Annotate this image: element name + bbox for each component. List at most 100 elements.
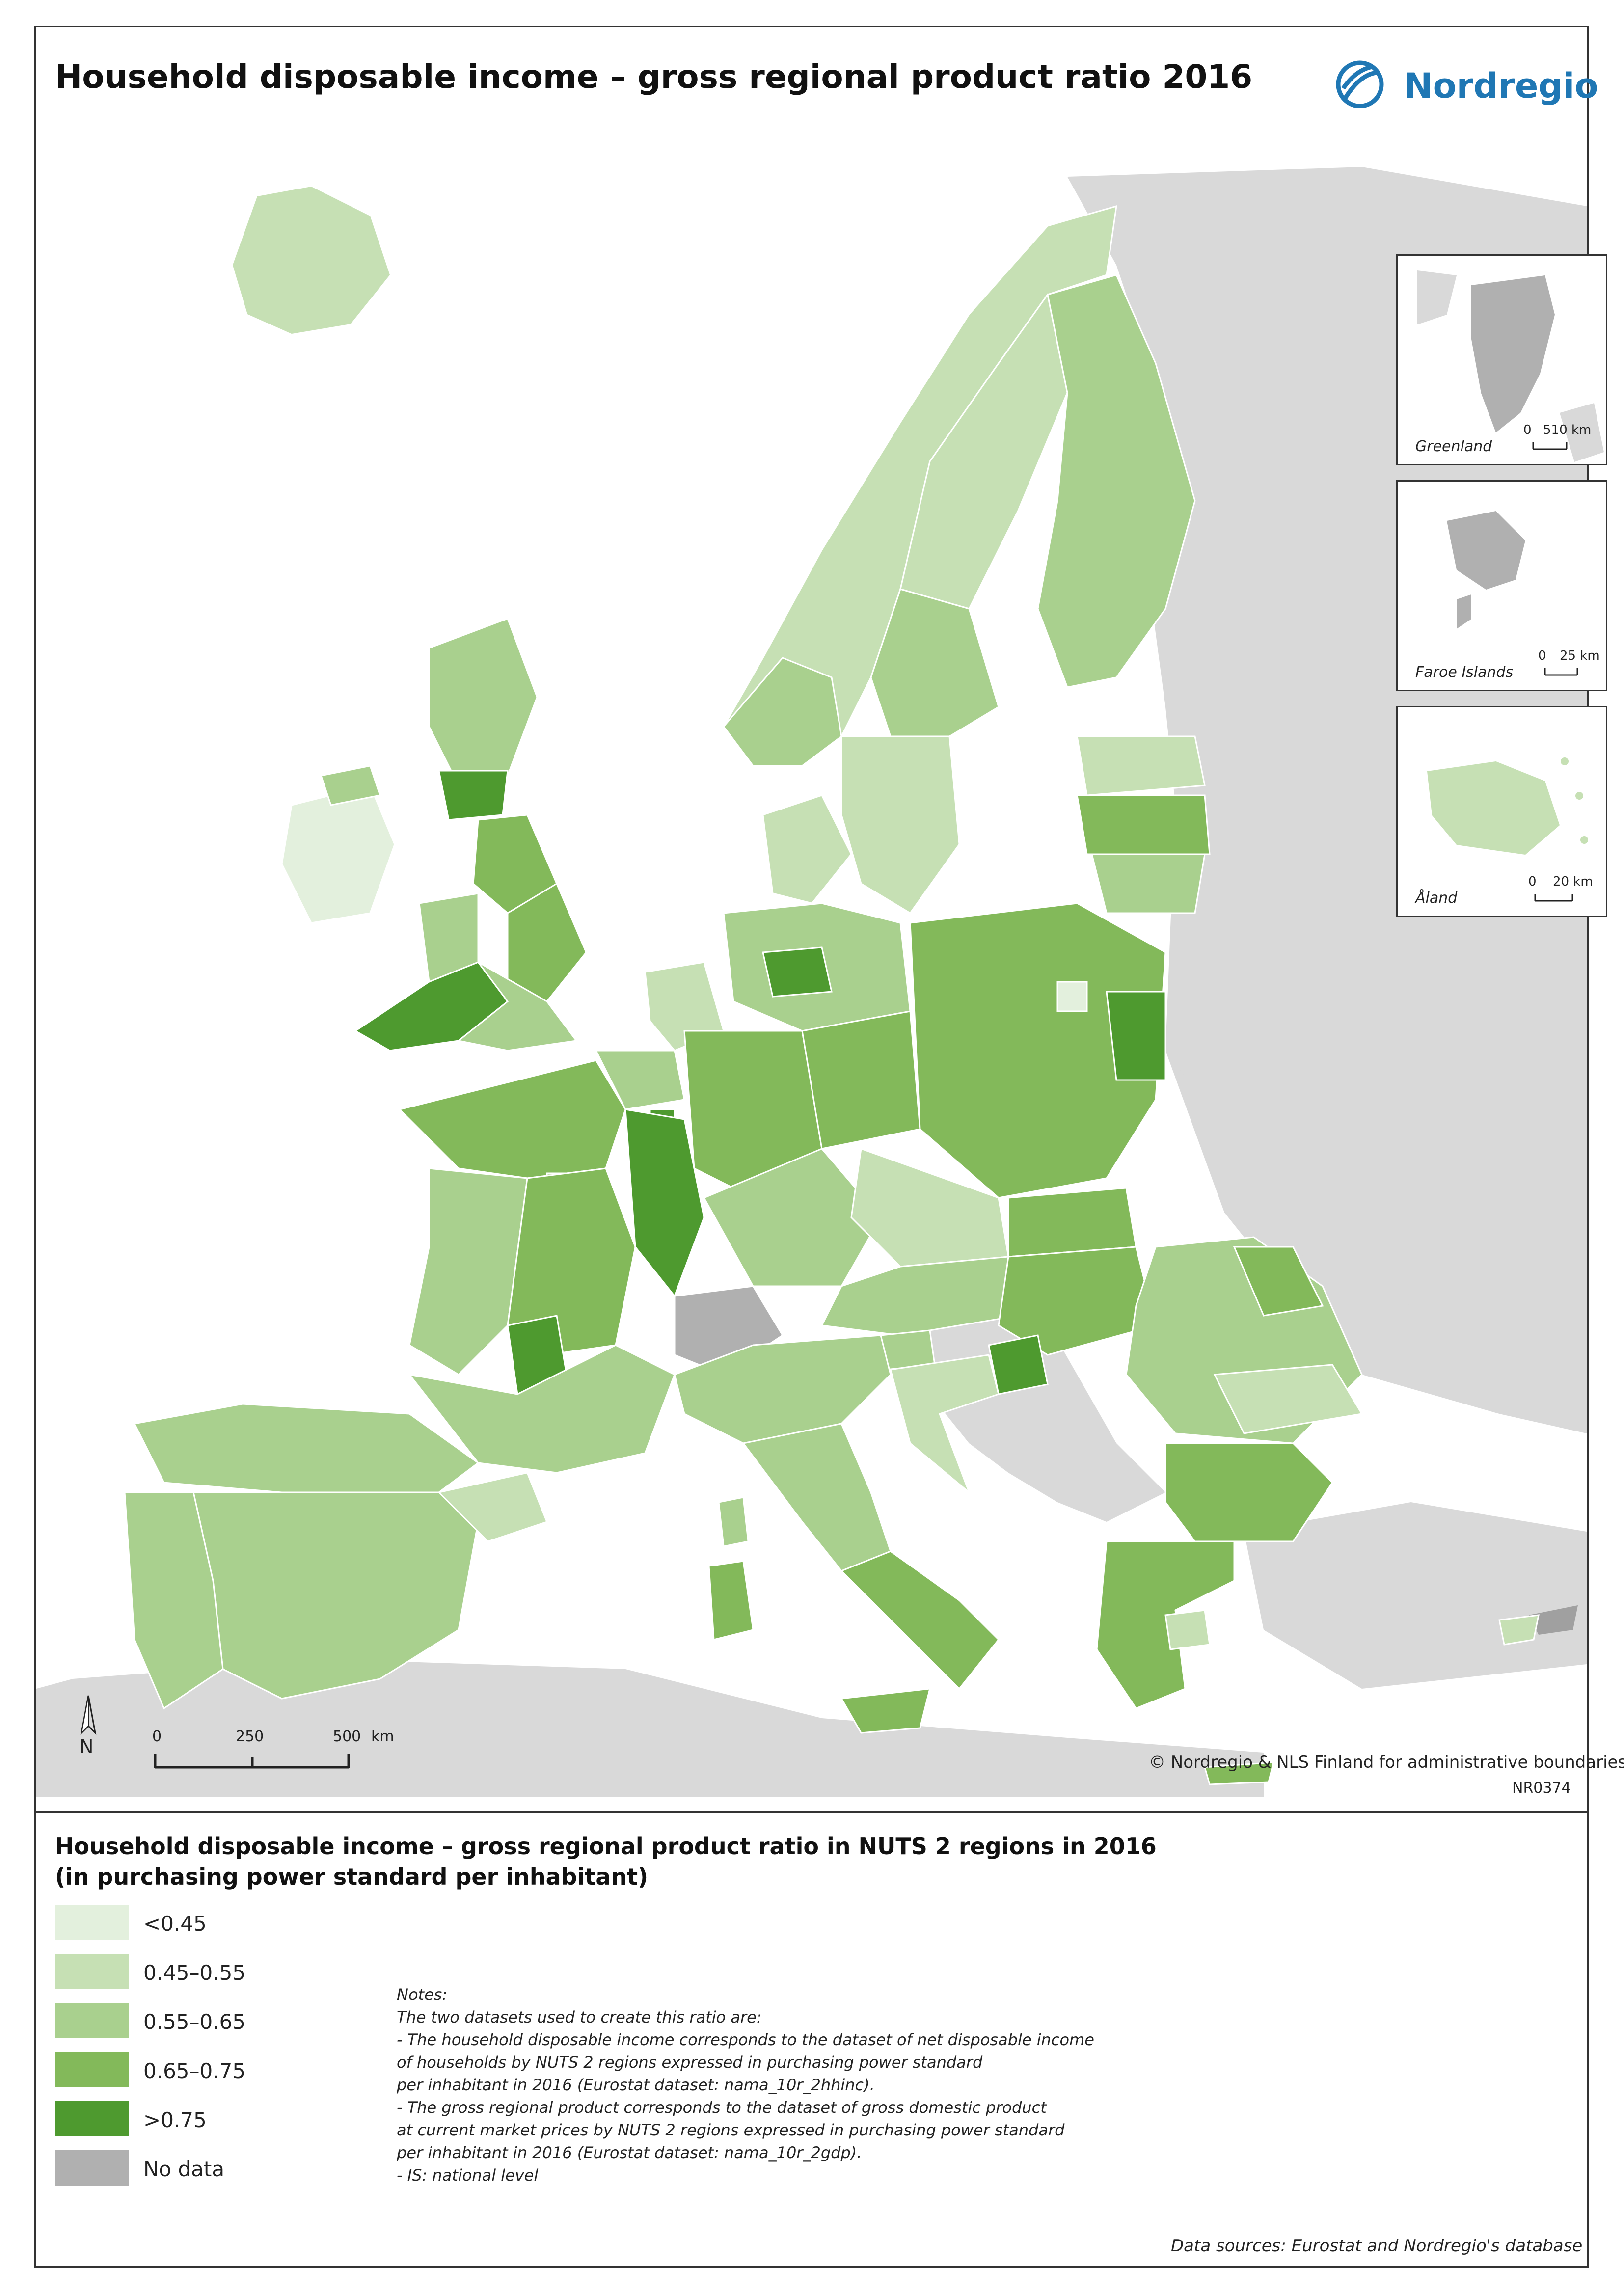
italy-south-region [840, 1550, 1000, 1690]
map-title: Household disposable income – gross regi… [55, 58, 1253, 96]
latvia-region [1076, 794, 1211, 855]
ireland-region [281, 784, 396, 924]
england-east-region [507, 882, 587, 1002]
poland-east-region [1106, 991, 1166, 1081]
legend-item: >0.75 [55, 2101, 300, 2136]
poland-region [909, 902, 1166, 1199]
cyprus-region [1498, 1614, 1540, 1646]
scale-tick-500: 500 [333, 1728, 361, 1745]
main-map: Greenland 0 510 km Faroe Islands 0 25 km… [36, 118, 1607, 1797]
greenland-scale-zero: 0 [1523, 423, 1532, 437]
scale-bar: 0 250 500 km [147, 1728, 394, 1782]
sardinia-region [708, 1560, 754, 1641]
scale-unit: km [371, 1728, 394, 1745]
north-arrow: N [74, 1694, 103, 1762]
aland-scale-value: 20 km [1553, 874, 1593, 889]
legend-swatch [55, 1954, 129, 1989]
poland-warsaw-region [1056, 981, 1088, 1012]
faroe-scale-zero: 0 [1538, 648, 1546, 663]
legend-swatch [55, 1905, 129, 1940]
france-south-region [407, 1344, 676, 1474]
scale-tick-0: 0 [152, 1728, 162, 1745]
notes: Notes: The two datasets used to create t… [397, 1983, 1231, 2187]
spain-north-region [133, 1403, 480, 1493]
notes-line: at current market prices by NUTS 2 regio… [397, 2121, 1065, 2139]
north-arrow-icon [80, 1695, 97, 1735]
notes-line: - The household disposable income corres… [397, 2030, 1094, 2049]
legend-title: Household disposable income – gross regi… [55, 1831, 1157, 1892]
legend-title-line2: (in purchasing power standard per inhabi… [55, 1863, 649, 1890]
notes-line: per inhabitant in 2016 (Eurostat dataset… [397, 2143, 862, 2162]
france-east-region [624, 1108, 705, 1297]
lithuania-region [1091, 853, 1206, 914]
romania-south-region [1213, 1364, 1363, 1434]
hungary-south-region [988, 1334, 1049, 1395]
estonia-region [1076, 735, 1206, 796]
sweden-south-region [840, 735, 960, 914]
cyprus-shape [1529, 1605, 1578, 1635]
greece-region [1096, 1540, 1235, 1709]
scale-tick-250: 250 [236, 1728, 264, 1745]
copyright-text: © Nordregio & NLS Finland for administra… [1149, 1753, 1624, 1772]
nordregio-logo-icon [1336, 60, 1384, 108]
bulgaria-region [1164, 1442, 1333, 1542]
crete-region [1204, 1761, 1274, 1785]
corsica-region [718, 1496, 749, 1547]
scale-bar-lines [154, 1754, 350, 1769]
greenland-inset-svg [1417, 270, 1604, 462]
aland-label: Åland [1415, 890, 1458, 907]
faroe-islands-label: Faroe Islands [1415, 664, 1514, 681]
sicily-region [840, 1688, 931, 1734]
map-frame [34, 26, 1589, 2268]
portugal-region [124, 1491, 224, 1710]
slovakia-region [1007, 1187, 1137, 1258]
denmark-region [762, 794, 852, 904]
map-code: NR0374 [1512, 1780, 1571, 1797]
legend-title-line1: Household disposable income – gross regi… [55, 1833, 1157, 1860]
legend-label: 0.55–0.65 [143, 2010, 246, 2034]
scotland-south-region [438, 770, 509, 821]
notes-line: The two datasets used to create this rat… [397, 2008, 762, 2026]
legend-swatch [55, 2003, 129, 2038]
iceland-region [233, 187, 390, 334]
legend-label: 0.45–0.55 [143, 1961, 246, 1985]
legend-swatch [55, 2052, 129, 2087]
faroe-scale-value: 25 km [1560, 648, 1600, 663]
hungary-region [998, 1246, 1157, 1356]
belgium-region [595, 1050, 685, 1110]
italy-north-region [674, 1334, 892, 1444]
inset-faroe-islands: Faroe Islands 0 25 km [1396, 480, 1607, 691]
faroe-inset-svg [1447, 511, 1578, 676]
greenland-scale-value: 510 km [1543, 423, 1592, 437]
belarus-ukraine-land [1156, 844, 1587, 1306]
germany-east-region [801, 1010, 921, 1150]
nordregio-logo: Nordregio [1326, 55, 1598, 114]
north-africa-land [36, 1659, 1264, 1797]
greenland-label: Greenland [1415, 438, 1492, 455]
inset-greenland: Greenland 0 510 km [1396, 254, 1607, 465]
legend-swatch [55, 2150, 129, 2186]
romania-east-region [1233, 1246, 1324, 1317]
legend-item: <0.45 [55, 1905, 300, 1940]
northern-ireland-region [320, 765, 381, 806]
inset-aland: Åland 0 20 km [1396, 706, 1607, 917]
legend-label: 0.65–0.75 [143, 2059, 246, 2083]
legend-item: 0.65–0.75 [55, 2052, 300, 2087]
legend-label: No data [143, 2157, 225, 2181]
scotland-region [428, 618, 538, 786]
legend-label: >0.75 [143, 2108, 207, 2132]
legend-item: 0.45–0.55 [55, 1954, 300, 1989]
north-label: N [80, 1736, 94, 1757]
notes-line: per inhabitant in 2016 (Eurostat dataset… [397, 2076, 875, 2094]
turkey-land [1244, 1502, 1587, 1689]
italy-center-region [742, 1423, 892, 1572]
england-southeast-region [457, 961, 578, 1052]
notes-heading: Notes: [397, 1985, 448, 2004]
france-north-region [398, 1059, 626, 1179]
notes-line: - IS: national level [397, 2166, 539, 2185]
germany-hanover-region [762, 946, 833, 998]
notes-line: - The gross regional product corresponds… [397, 2098, 1047, 2117]
croatia-region [890, 1354, 1000, 1495]
norway-west-region [723, 657, 842, 767]
legend-label: <0.45 [143, 1912, 207, 1936]
